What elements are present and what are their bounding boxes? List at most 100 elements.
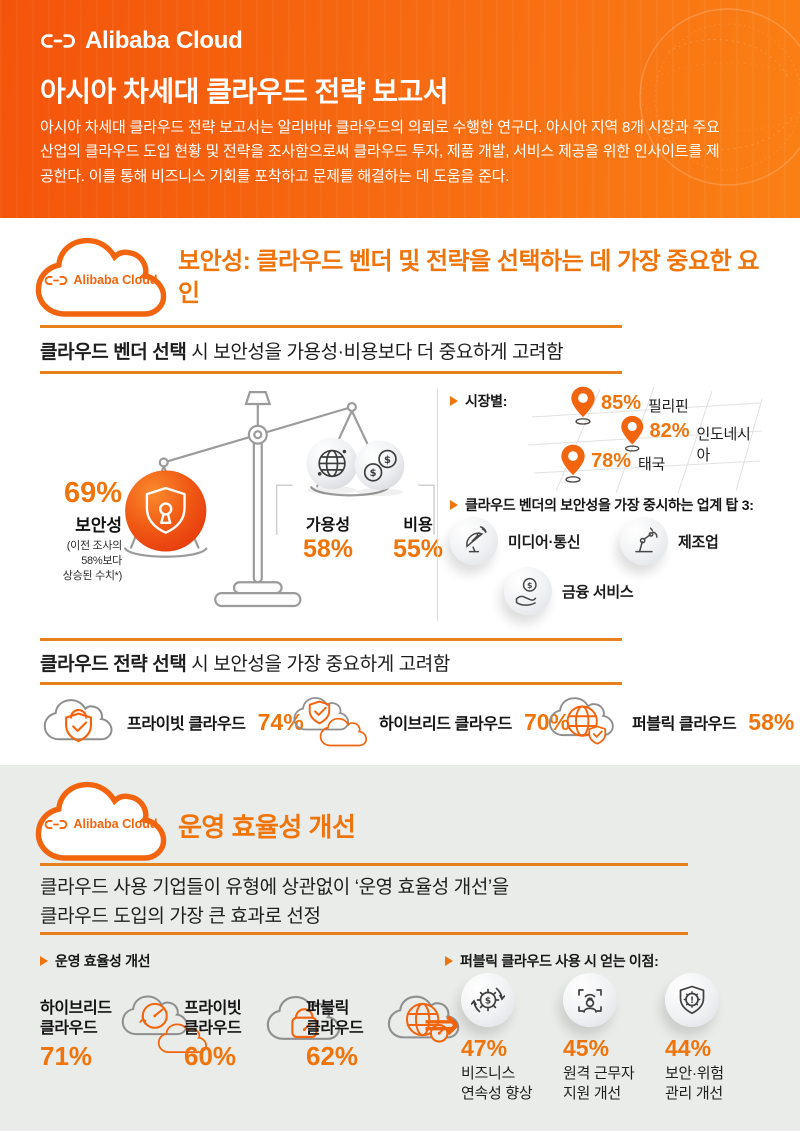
benefit-remote-work: 45% 원격 근무자 지원 개선 [563,973,663,1103]
industry-sphere-manufacturing [620,517,668,565]
public-cloud-globe-shield-icon [548,697,614,745]
benefit-security-risk: ! 44% 보안·위험 관리 개선 [665,973,765,1103]
market-name: 필리핀 [648,398,689,415]
divider-line [40,682,622,685]
remote-worker-icon [578,989,602,1013]
benefit-percentage: 44% [665,1035,712,1061]
cloud-type-name: 퍼블릭 [306,1000,349,1017]
vendor-heading-rest: 시 보안성을 가용성·비용보다 더 중요하게 고려함 [186,342,564,363]
market-stat-indonesia: 82% 인도네시아 [620,413,760,465]
benefit-business-continuity: $ 47% 비즈니스 연속성 향상 [461,973,561,1103]
security-percentage: 69% [63,477,122,509]
balance-scale-illustration: $ $ 69% 보안성 (이전 조사의 58%보다 상승된 수치*) 가용성 5… [40,383,443,628]
hand-coin-icon: $ [515,577,537,606]
efficiency-by-cloud-type: 운영 효율성 개선 하이브리드 클라우드 71% [40,947,460,1117]
shield-keyhole-icon [145,486,186,534]
industry-name: 금융 서비스 [562,584,634,601]
market-stat-thailand: 78% 태국 [560,443,665,483]
strategy-name: 하이브리드 클라우드 [379,716,512,733]
strategy-public-cloud: 퍼블릭 클라우드 58% [545,692,794,752]
security-note: (이전 조사의 58%보다 상승된 수치*) [40,539,123,585]
benefit-label: 비즈니스 연속성 향상 [461,1064,561,1103]
badge-label: Alibaba Cloud [73,817,158,831]
cost-percentage: 55% [392,535,444,563]
globe-wireframe-icon [639,8,800,186]
alibaba-cloud-badge: Alibaba Cloud [33,779,169,874]
benefits-heading-text: 퍼블릭 클라우드 사용 시 얻는 이점: [460,953,659,969]
satellite-dish-icon [466,526,487,553]
divider-line [40,863,688,866]
alibaba-cloud-badge: Alibaba Cloud [33,235,169,330]
efficiency-hybrid-cloud: 하이브리드 클라우드 71% [40,991,210,1071]
security-note-line: 58%보다 [81,554,122,567]
security-stat: 69% 보안성 (이전 조사의 58%보다 상승된 수치*) [40,477,123,585]
benefit-label-line: 지원 개선 [563,1084,621,1102]
map-pin-icon [570,385,596,425]
industry-sphere-finance: $ [504,567,552,615]
benefit-label-line: 원격 근무자 [563,1065,635,1082]
market-percentage: 78% [591,450,632,472]
efficiency-percentage: 62% [306,1041,359,1071]
shield-risk-icon: ! [679,985,705,1015]
badge-label: Alibaba Cloud [73,273,158,287]
efficiency-section: Alibaba Cloud 운영 효율성 개선 클라우드 사용 기업들이 유형에… [0,765,800,1131]
strategy-private-cloud: 프라이빗 클라우드 74% [40,692,304,752]
svg-text:$: $ [485,997,491,1007]
divider-line [40,371,622,374]
market-percentage: 85% [601,392,642,414]
market-stat-philippines: 85% 필리핀 [570,385,689,425]
improvement-heading: 운영 효율성 개선 [40,951,151,971]
strategy-name: 프라이빗 클라우드 [127,716,246,733]
security-label: 보안성 [75,515,122,535]
divider-line [40,325,622,328]
triangle-bullet-icon [450,500,458,510]
efficiency-section-title: 운영 효율성 개선 [178,812,356,842]
private-cloud-lock-icon [43,699,113,743]
triangle-bullet-icon [445,956,453,966]
market-percentage: 82% [649,420,690,442]
benefits-heading: 퍼블릭 클라우드 사용 시 얻는 이점: [445,951,659,971]
vertical-divider [437,389,438,621]
efficiency-percentage: 71% [40,1041,93,1071]
cloud-type-name: 클라우드 [40,1020,98,1037]
benefit-label: 보안·위험 관리 개선 [665,1064,765,1103]
security-section-title: 보안성: 클라우드 벤더 및 전략을 선택하는 데 가장 중요한 요인 [178,248,759,308]
markets-heading: 시장별: [450,391,507,411]
alibaba-cloud-logo-icon [44,275,68,286]
divider-line [40,932,688,935]
header-texture [0,0,800,218]
svg-text:$: $ [384,455,391,466]
strategy-percentage: 58% [748,708,795,735]
efficiency-percentage: 60% [184,1041,237,1071]
logo-text: Alibaba Cloud [85,27,243,54]
benefit-label-line: 비즈니스 [461,1065,516,1082]
benefit-sphere: ! [665,973,719,1027]
robot-arm-icon [635,527,658,553]
security-note-line: 상승된 수치*) [62,570,123,583]
divider-line [40,638,622,641]
industry-sphere-media [450,517,498,565]
benefit-sphere [563,973,617,1027]
security-note-line: (이전 조사의 [66,539,123,552]
vendor-heading-bold: 클라우드 벤더 선택 [40,342,187,363]
strategy-row: 프라이빗 클라우드 74% 하이브리드 클라우드 70% [40,692,794,758]
benefit-label-line: 보안·위험 [665,1065,724,1082]
triangle-bullet-icon [40,956,48,966]
industries-heading-text: 클라우드 벤더의 보안성을 가장 중시하는 업계 탑 3: [465,497,754,513]
strategy-percentage: 70% [523,708,570,735]
benefit-sphere: $ [461,973,515,1027]
efficiency-summary: 클라우드 사용 기업들이 유형에 상관없이 ‘운영 효율성 개선’을 클라우드 … [40,874,509,931]
availability-percentage: 58% [302,535,354,563]
availability-stat: 가용성 58% [290,511,366,562]
cost-stat: 비용 55% [380,511,456,562]
security-ball [125,470,207,552]
alibaba-cloud-logo: Alibaba Cloud [40,27,243,55]
strategy-heading: 클라우드 전략 선택 시 보안성을 가장 중요하게 고려함 [40,649,450,676]
improvement-heading-text: 운영 효율성 개선 [55,953,151,969]
strategy-heading-rest: 시 보안성을 가장 중요하게 고려함 [186,654,450,675]
summary-line: 클라우드 사용 기업들이 유형에 상관없이 ‘운영 효율성 개선’을 [40,877,509,898]
benefit-label-line: 관리 개선 [665,1084,723,1102]
cloud-type-name: 프라이빗 [184,1000,242,1017]
globe-icon [317,449,347,478]
